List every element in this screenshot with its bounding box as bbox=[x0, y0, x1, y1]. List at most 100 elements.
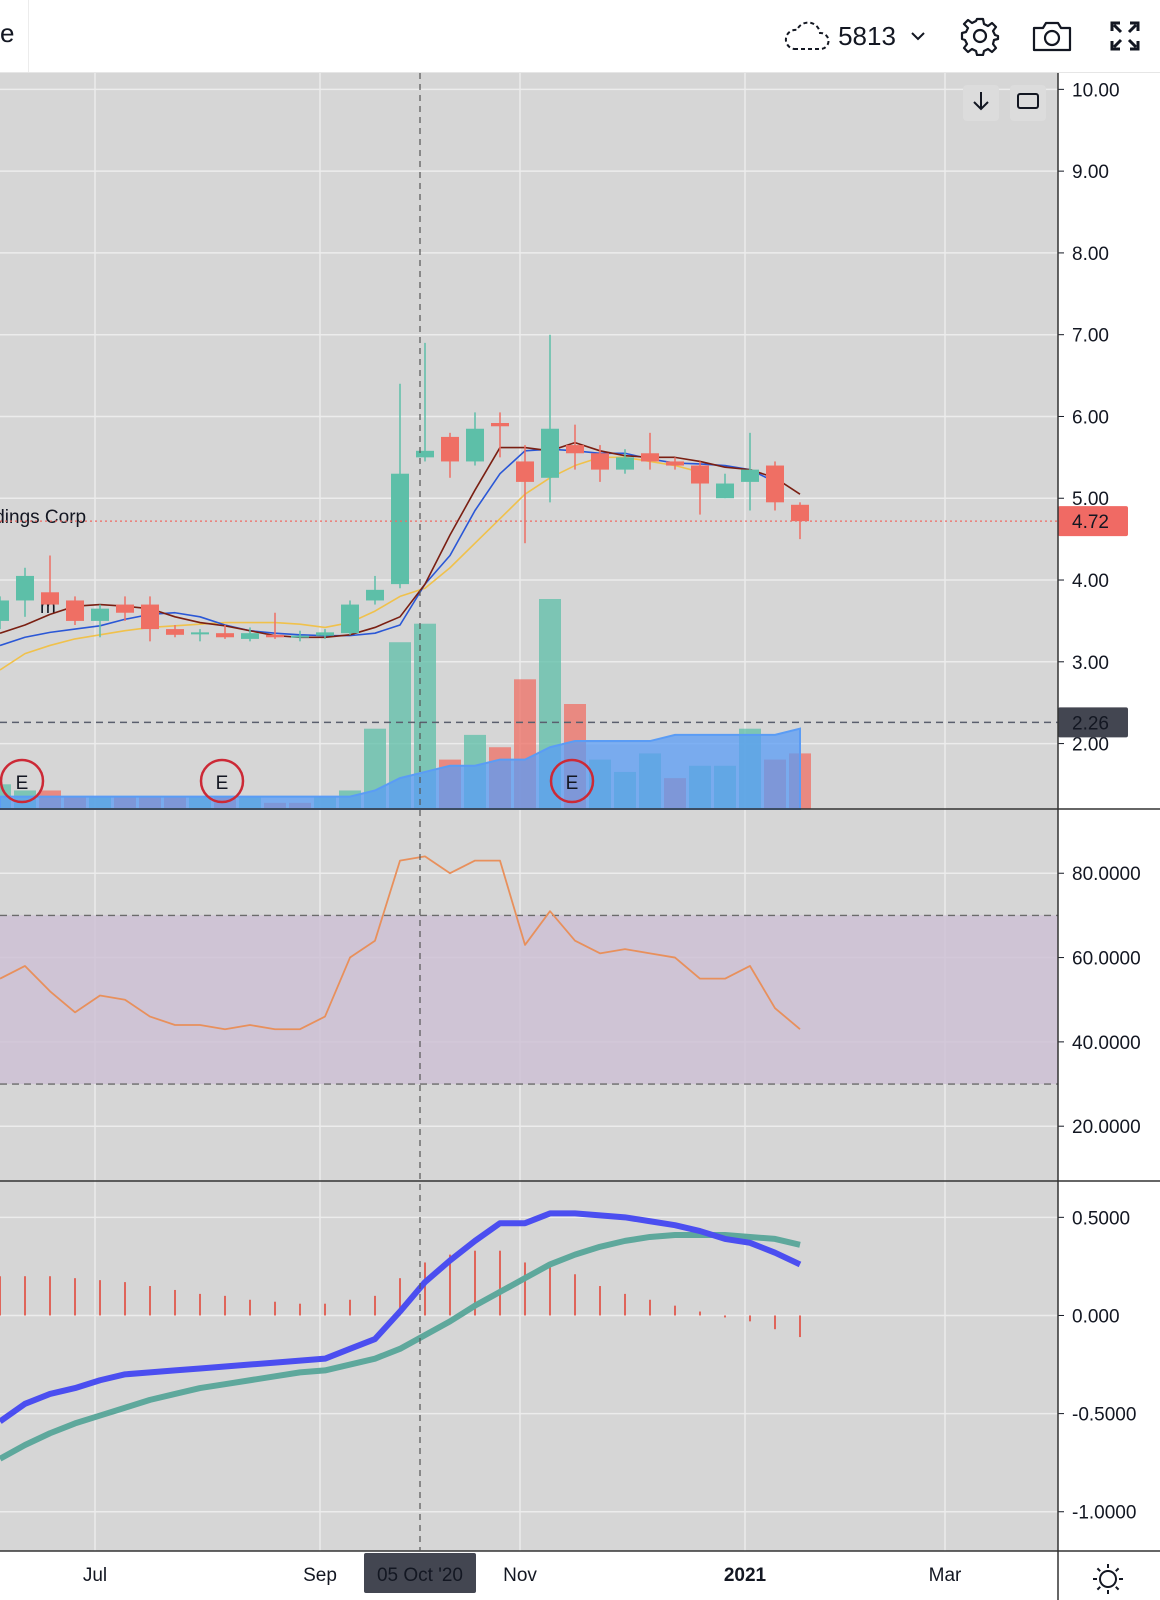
toolbar-left-text: e bbox=[0, 18, 15, 48]
cloud-save-button[interactable]: 5813 bbox=[775, 0, 935, 72]
candle-body bbox=[391, 473, 409, 585]
candle-body bbox=[616, 457, 634, 470]
macd-tick-label: 0.5000 bbox=[1072, 1208, 1130, 1229]
last-price-label-bg bbox=[1058, 506, 1128, 537]
candle-body bbox=[266, 634, 284, 638]
time-axis-label: Jul bbox=[83, 1565, 107, 1586]
level-label: 2.26 bbox=[1072, 713, 1109, 734]
candle-body bbox=[91, 608, 109, 621]
price-tick-label: 10.00 bbox=[1072, 80, 1120, 101]
time-axis-label: 2021 bbox=[724, 1565, 767, 1586]
fullscreen-icon bbox=[1109, 20, 1141, 52]
earnings-marker-label: E bbox=[16, 773, 29, 794]
candle-body bbox=[591, 453, 609, 470]
candle-body bbox=[691, 465, 709, 484]
price-scale-background bbox=[1058, 73, 1160, 1600]
candle-body bbox=[366, 589, 384, 601]
rsi-tick-label: 40.0000 bbox=[1072, 1033, 1141, 1054]
arrow-down-icon bbox=[971, 90, 991, 117]
watermark-name: ldings Corp bbox=[0, 507, 86, 528]
candle-body bbox=[766, 465, 784, 503]
chart-area[interactable]: 10.00 9.00 8.00 7.00 6.00 5.00 4.00 3.00 2.00 80.… bbox=[0, 73, 1160, 1600]
fullscreen-button[interactable] bbox=[1090, 0, 1160, 72]
price-tick-label: 8.00 bbox=[1072, 244, 1109, 265]
cloud-count: 5813 bbox=[838, 20, 896, 51]
time-axis-label: Nov bbox=[503, 1565, 537, 1586]
earnings-marker: E bbox=[549, 758, 595, 804]
candle-body bbox=[791, 504, 809, 522]
price-tick-label: 6.00 bbox=[1072, 407, 1109, 428]
scroll-to-latest-button[interactable] bbox=[963, 85, 999, 121]
candle-body bbox=[241, 633, 259, 639]
candle-body bbox=[466, 428, 484, 462]
chevron-down-icon[interactable] bbox=[910, 31, 926, 41]
candle-body bbox=[741, 469, 759, 482]
candle-body bbox=[316, 632, 334, 636]
macd-line bbox=[0, 1210, 802, 1424]
candle-body bbox=[716, 483, 734, 499]
macd-tick-label: -0.5000 bbox=[1072, 1405, 1136, 1426]
rsi-band bbox=[0, 915, 1058, 1085]
volume-bar bbox=[389, 642, 411, 809]
crosshair-date-label: 05 Oct '20 bbox=[377, 1565, 463, 1586]
candle-body bbox=[566, 445, 584, 454]
last-price-label: 4.72 bbox=[1072, 512, 1109, 533]
candle-body bbox=[41, 592, 59, 605]
macd-signal-line bbox=[0, 1231, 801, 1462]
candle-body bbox=[141, 604, 159, 630]
settings-button[interactable] bbox=[945, 0, 1015, 72]
candle-body bbox=[341, 604, 359, 634]
price-tick-label: 9.00 bbox=[1072, 162, 1109, 183]
earnings-marker-circle[interactable] bbox=[549, 758, 595, 804]
candle-body bbox=[641, 453, 659, 462]
candle-body bbox=[441, 436, 459, 462]
frame-icon bbox=[1015, 91, 1041, 116]
price-tick-label: 2.00 bbox=[1072, 735, 1109, 756]
rsi-tick-label: 80.0000 bbox=[1072, 864, 1141, 885]
sun-icon-ray bbox=[1096, 1586, 1101, 1591]
candle-body bbox=[291, 635, 309, 638]
candle-body bbox=[416, 450, 434, 458]
earnings-marker: E bbox=[0, 758, 45, 804]
rsi-tick-label: 20.0000 bbox=[1072, 1117, 1141, 1138]
chart-canvas[interactable]: 10.00 9.00 8.00 7.00 6.00 5.00 4.00 3.00 2.00 80.… bbox=[0, 73, 1160, 1600]
rsi-tick-label: 60.0000 bbox=[1072, 949, 1141, 970]
macd-tick-label: 0.000 bbox=[1072, 1306, 1120, 1327]
price-tick-label: 5.00 bbox=[1072, 489, 1109, 510]
price-tick-label: 3.00 bbox=[1072, 653, 1109, 674]
candle-body bbox=[666, 461, 684, 466]
time-axis-label: Mar bbox=[929, 1565, 962, 1586]
snapshot-button[interactable] bbox=[1017, 0, 1087, 72]
sun-icon-ray bbox=[1115, 1586, 1120, 1591]
maximize-pane-button[interactable] bbox=[1010, 85, 1046, 121]
candle-body bbox=[191, 632, 209, 635]
earnings-marker: E bbox=[199, 758, 245, 804]
earnings-marker-circle[interactable] bbox=[0, 758, 45, 804]
time-scale-settings-icon[interactable] bbox=[1093, 1564, 1123, 1594]
camera-icon bbox=[1031, 19, 1073, 53]
sun-icon-core bbox=[1099, 1570, 1117, 1588]
chart-toolbar: e 5813 bbox=[0, 0, 1160, 73]
earnings-marker-label: E bbox=[216, 773, 229, 794]
rsi-line bbox=[0, 855, 801, 1031]
price-tick-label: 4.00 bbox=[1072, 571, 1109, 592]
plot-background bbox=[0, 73, 1058, 1551]
sun-icon-ray bbox=[1096, 1567, 1101, 1572]
macd-tick-label: -1.0000 bbox=[1072, 1503, 1136, 1524]
candle-body bbox=[516, 461, 534, 482]
time-axis-label: Sep bbox=[303, 1565, 337, 1586]
gear-icon bbox=[960, 16, 1000, 56]
candle-body bbox=[491, 423, 509, 427]
cloud-icon bbox=[784, 19, 830, 53]
price-tick-label: 7.00 bbox=[1072, 326, 1109, 347]
candle-body bbox=[66, 600, 84, 621]
volume-ma-area bbox=[0, 727, 801, 810]
earnings-marker-circle[interactable] bbox=[199, 758, 245, 804]
sun-icon-ray bbox=[1115, 1567, 1120, 1572]
candle-body bbox=[166, 629, 184, 635]
earnings-marker-label: E bbox=[566, 773, 579, 794]
candle-body bbox=[216, 633, 234, 638]
time-scale-background bbox=[0, 1551, 1058, 1600]
candle-body bbox=[0, 600, 9, 621]
candle-body bbox=[541, 428, 559, 478]
